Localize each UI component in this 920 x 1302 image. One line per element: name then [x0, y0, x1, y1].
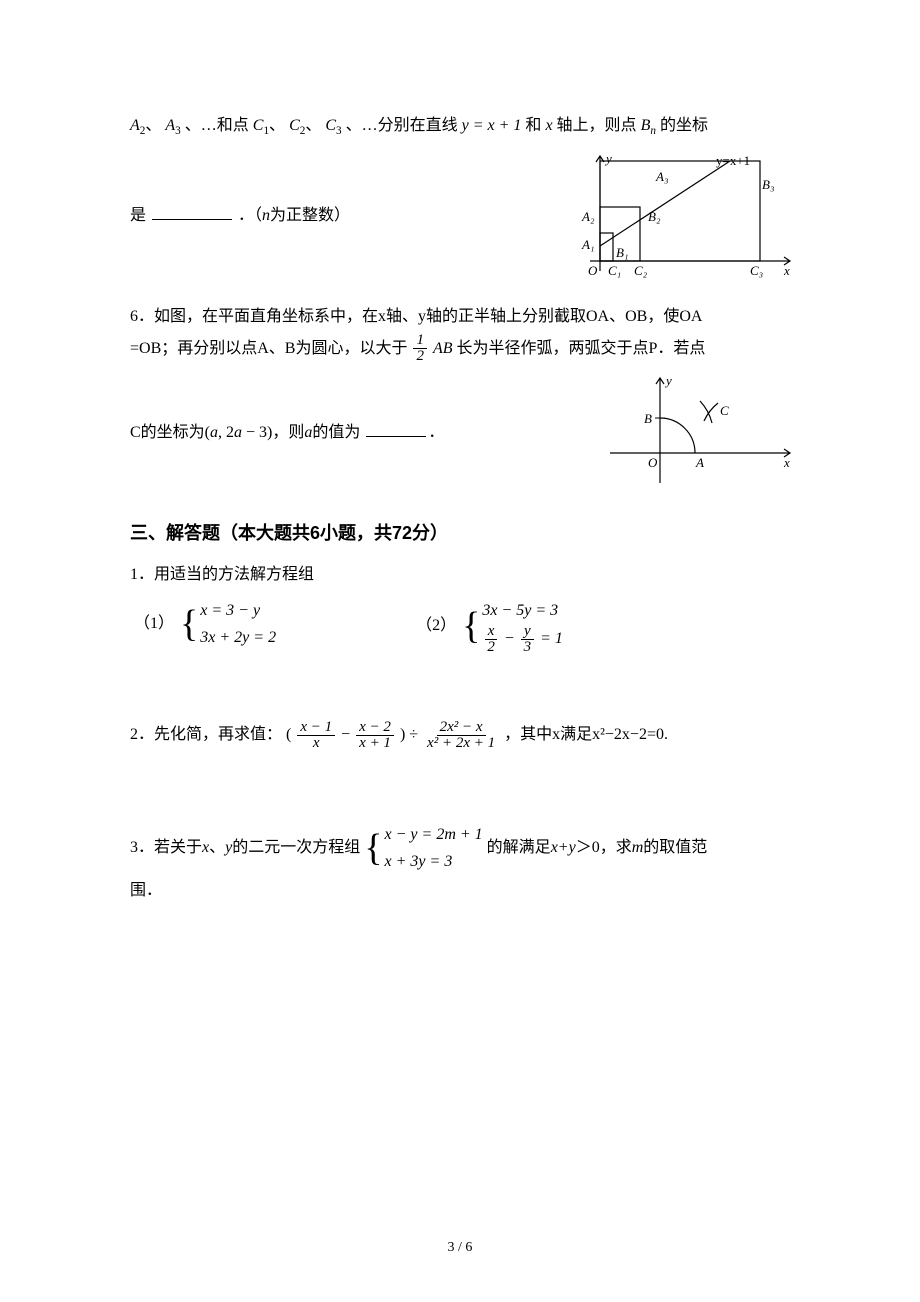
svg-text:C: C — [720, 403, 729, 418]
svg-text:C₃: C₃ — [750, 263, 763, 278]
svg-text:A₂: A₂ — [581, 209, 595, 224]
svg-text:O: O — [648, 455, 658, 470]
problem-6: 6．如图，在平面直角坐标系中，在x轴、y轴的正半轴上分别截取OA、OB，使OA … — [130, 301, 800, 493]
spacer — [130, 679, 800, 719]
problem-6-line3-and-figure: C的坐标为(a, 2a − 3)，则a的值为 ． y B — [130, 373, 800, 493]
fill-blank — [366, 420, 426, 437]
q1-part1: （1） { x = 3 − y 3x + 2y = 2 — [134, 597, 276, 651]
page: A2、 A3 、…和点 C1、 C2、 C3 、…分别在直线 y = x + 1… — [0, 0, 920, 1302]
svg-text:B₁: B₁ — [616, 245, 628, 260]
section3-q2: 2．先化简，再求值： ( x − 1x − x − 2x + 1 ) ÷ 2x²… — [130, 719, 800, 751]
svg-text:x: x — [783, 263, 790, 278]
svg-text:O: O — [588, 263, 598, 278]
section3-q3: 3．若关于x、y的二元一次方程组 { x − y = 2m + 1 x + 3y… — [130, 821, 800, 907]
problem-6-line2: =OB；再分别以点A、B为圆心，以大于 12 AB 长为半径作弧，两弧交于点P．… — [130, 333, 800, 365]
svg-text:C₂: C₂ — [634, 263, 648, 278]
problem-5-line1: A2、 A3 、…和点 C1、 C2、 C3 、…分别在直线 y = x + 1… — [130, 110, 800, 143]
spacer — [130, 771, 800, 821]
svg-text:C₁: C₁ — [608, 263, 621, 278]
problem-5-figure: y y=x+1 A₁ A₂ A₃ B₁ B₂ B₃ O C₁ C₂ C₃ x — [570, 151, 800, 281]
q3-line2: 围． — [130, 875, 800, 907]
svg-text:B₂: B₂ — [648, 209, 661, 224]
problem-6-line1: 6．如图，在平面直角坐标系中，在x轴、y轴的正半轴上分别截取OA、OB，使OA — [130, 301, 800, 333]
q1-stem: 1．用适当的方法解方程组 — [130, 559, 800, 591]
svg-text:y: y — [664, 373, 672, 388]
problem-6-figure: y B C O A x — [600, 373, 800, 493]
section3-q1: 1．用适当的方法解方程组 （1） { x = 3 − y 3x + 2y = 2… — [130, 559, 800, 655]
svg-text:y: y — [604, 151, 612, 166]
section-3-title: 三、解答题（本大题共6小题，共72分） — [130, 515, 800, 551]
svg-text:B₃: B₃ — [762, 177, 774, 192]
q1-parts: （1） { x = 3 − y 3x + 2y = 2 （2） { 3x − 5… — [130, 597, 800, 655]
q3-line1: 3．若关于x、y的二元一次方程组 { x − y = 2m + 1 x + 3y… — [130, 821, 800, 875]
page-footer: 3 / 6 — [0, 1234, 920, 1262]
problem-5-line2: 是 ．（n为正整数） — [130, 200, 350, 232]
svg-text:A₃: A₃ — [655, 169, 668, 184]
svg-text:y=x+1: y=x+1 — [716, 153, 750, 168]
problem-5-continued: A2、 A3 、…和点 C1、 C2、 C3 、…分别在直线 y = x + 1… — [130, 110, 800, 281]
svg-text:A₁: A₁ — [581, 237, 594, 252]
problem-5-line2-and-figure: 是 ．（n为正整数） — [130, 151, 800, 281]
svg-text:B: B — [644, 411, 652, 426]
svg-text:A: A — [695, 455, 704, 470]
fill-blank — [152, 203, 232, 220]
q1-part2: （2） { 3x − 5y = 3 x2 − y3 = 1 — [416, 597, 563, 655]
svg-text:x: x — [783, 455, 790, 470]
problem-6-line3: C的坐标为(a, 2a − 3)，则a的值为 ． — [130, 417, 444, 449]
